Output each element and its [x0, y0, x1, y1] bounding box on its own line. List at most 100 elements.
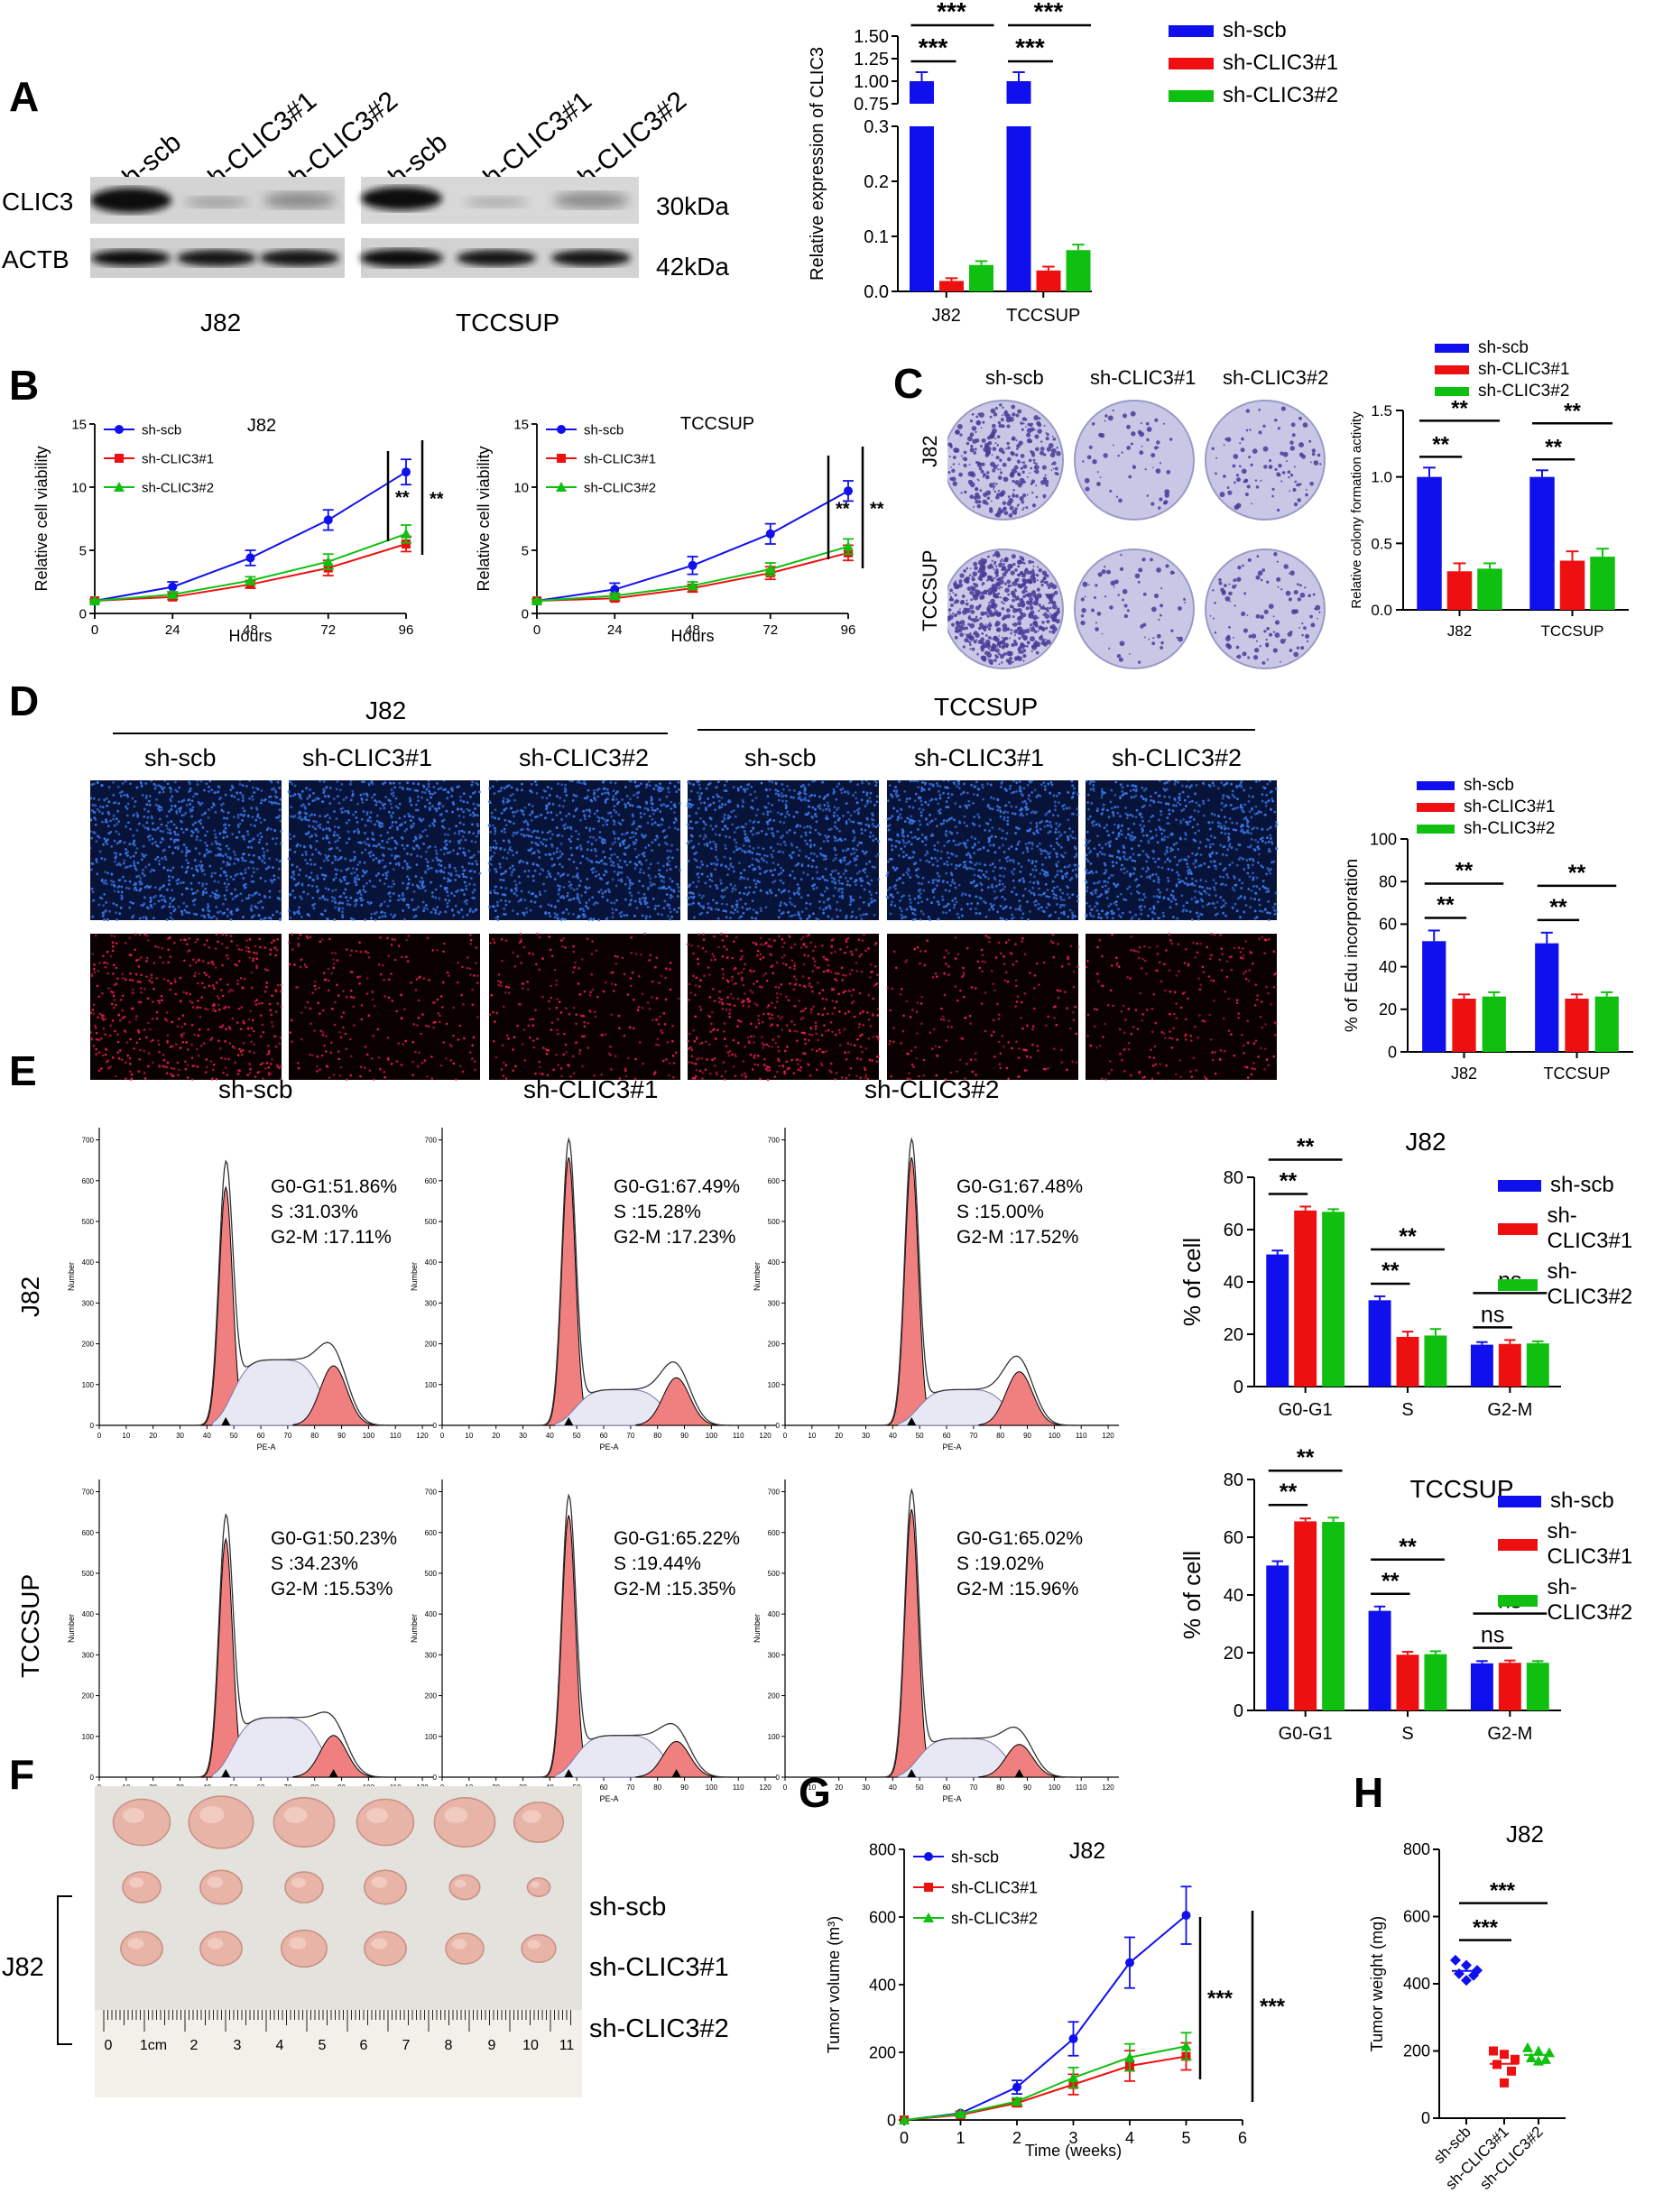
x-tick-label: 72 [320, 622, 336, 638]
nucleus [116, 823, 119, 825]
nucleus [313, 813, 317, 816]
nucleus [217, 880, 220, 884]
nucleus [197, 830, 200, 834]
colony [1001, 576, 1004, 580]
edu-nucleus [124, 977, 127, 981]
colony [996, 435, 1001, 438]
edu-nucleus [193, 1033, 196, 1037]
nucleus [371, 837, 374, 841]
nucleus [587, 918, 591, 922]
nucleus [157, 899, 161, 903]
nucleus [214, 835, 217, 839]
nucleus [455, 873, 458, 877]
colony [960, 455, 963, 457]
edu-nucleus [456, 981, 459, 984]
nucleus [609, 860, 613, 863]
nucleus [180, 913, 184, 917]
nucleus [334, 906, 337, 909]
edu-nucleus [337, 1050, 340, 1053]
nucleus [624, 806, 627, 809]
nucleus [646, 886, 650, 889]
colony [1283, 564, 1289, 569]
edu-nucleus [116, 977, 119, 980]
colony [1228, 625, 1231, 629]
nucleus [647, 843, 651, 847]
nucleus [390, 788, 393, 791]
colony [998, 635, 1000, 637]
edu-nucleus [107, 1066, 110, 1070]
nucleus [126, 802, 130, 806]
colony [1047, 593, 1052, 599]
edu-nucleus [316, 1065, 319, 1068]
colony [1010, 629, 1013, 631]
nucleus [669, 893, 672, 897]
nucleus [182, 901, 186, 905]
edu-nucleus [274, 1046, 278, 1048]
nucleus [592, 793, 596, 797]
edu-nucleus [458, 1065, 462, 1068]
nucleus [435, 856, 439, 860]
nucleus [115, 817, 118, 821]
edu-nucleus [139, 987, 143, 990]
colony [1002, 572, 1007, 577]
edu-nucleus [168, 935, 171, 939]
edu-nucleus [212, 1002, 216, 1006]
edu-nucleus [165, 1019, 169, 1022]
nucleus [648, 815, 651, 818]
nucleus [300, 804, 303, 807]
edu-nucleus [249, 1009, 253, 1013]
edu-nucleus [166, 979, 170, 982]
edu-nucleus [162, 978, 166, 981]
nucleus [267, 796, 271, 798]
nucleus [450, 795, 454, 797]
colony [996, 444, 1000, 447]
nucleus [326, 813, 329, 816]
nucleus [563, 799, 566, 802]
nucleus [656, 807, 660, 811]
colony [1054, 466, 1058, 471]
nucleus [312, 791, 315, 795]
colony [1269, 632, 1273, 637]
edu-nucleus [115, 1003, 117, 1007]
colony [1012, 615, 1015, 618]
nucleus [541, 831, 544, 834]
edu-nucleus [178, 1018, 180, 1020]
nucleus [113, 824, 116, 827]
nucleus [308, 794, 311, 797]
nucleus [135, 811, 139, 815]
colony [1227, 490, 1233, 495]
nucleus [420, 834, 423, 838]
nucleus [434, 896, 438, 899]
nucleus [522, 911, 524, 915]
nucleus [90, 797, 93, 800]
edu-nucleus [203, 971, 206, 974]
nucleus [437, 858, 440, 862]
nucleus [259, 876, 263, 880]
edu-nucleus [332, 962, 336, 965]
edu-nucleus [452, 1062, 456, 1065]
edu-nucleus [162, 1065, 166, 1068]
colony [1043, 581, 1047, 585]
colony [1018, 440, 1023, 446]
nucleus [386, 831, 390, 834]
nucleus [319, 780, 321, 783]
nucleus [135, 889, 138, 892]
nucleus [633, 899, 637, 903]
colony [1262, 446, 1269, 452]
nucleus [584, 915, 587, 918]
y-tick-label: 1.50 [854, 27, 889, 47]
nucleus [259, 801, 263, 805]
nucleus [185, 859, 189, 862]
colony [991, 647, 996, 652]
colony [999, 403, 1003, 407]
colony [1241, 468, 1247, 475]
edu-nucleus [297, 936, 300, 940]
nucleus [427, 868, 430, 871]
nucleus [96, 781, 99, 785]
colony [1057, 607, 1060, 611]
nucleus [595, 870, 597, 873]
colony [987, 555, 990, 558]
nucleus [289, 916, 292, 919]
colony [1030, 450, 1035, 456]
nucleus [451, 788, 454, 792]
